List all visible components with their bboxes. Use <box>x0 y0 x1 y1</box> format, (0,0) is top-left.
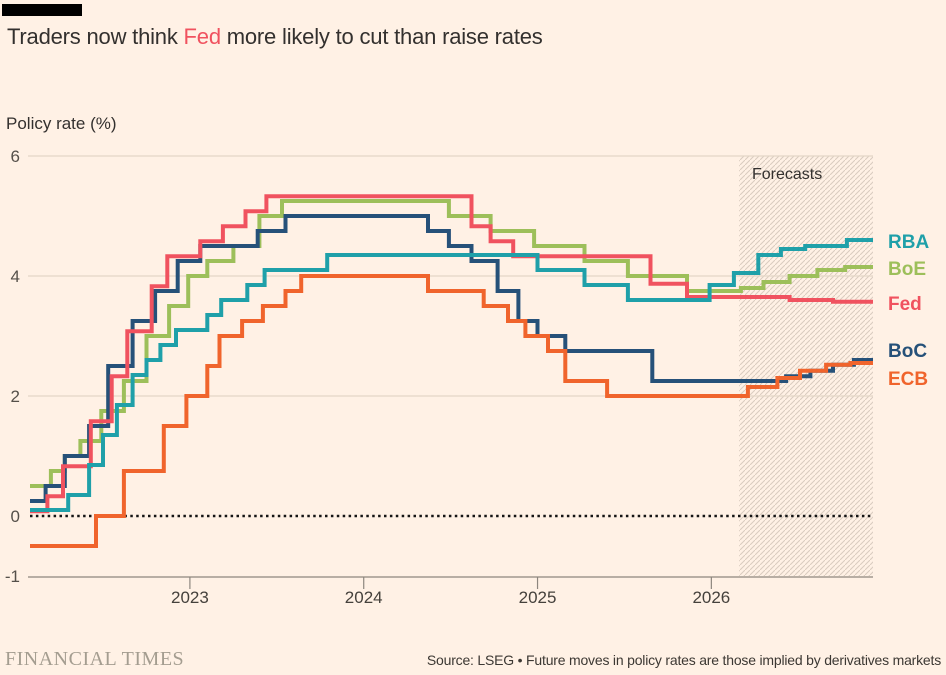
x-tick-label: 2024 <box>345 588 383 607</box>
series-line-ecb <box>30 274 873 548</box>
x-tick-label: 2025 <box>519 588 557 607</box>
y-tick-label: -1 <box>5 567 20 586</box>
chart-title: Traders now think Fed more likely to cut… <box>7 24 543 50</box>
x-tick-label: 2023 <box>171 588 209 607</box>
x-tick-label: 2026 <box>692 588 730 607</box>
series-line-fed <box>30 194 873 514</box>
y-tick-label: 0 <box>11 507 20 526</box>
title-prefix: Traders now think <box>7 24 184 49</box>
series-label-boc: BoC <box>888 341 927 362</box>
title-fed-highlight: Fed <box>183 24 222 49</box>
forecast-region-label: Forecasts <box>752 166 822 183</box>
title-suffix: more likely to cut than raise rates <box>220 24 543 49</box>
y-tick-label: 2 <box>11 387 20 406</box>
series-line-rba <box>30 238 873 512</box>
series-label-boe: BoE <box>888 259 926 280</box>
series-line-boe <box>30 199 873 488</box>
ft-logo: FINANCIAL TIMES <box>5 648 185 670</box>
top-accent-bar <box>2 4 82 16</box>
series-label-ecb: ECB <box>888 369 928 390</box>
chart-generated-layer: 2023 2024 2025 2026 6 4 2 0 -1 RBA BoE Fed BoC ECB <box>5 147 930 607</box>
series-label-rba: RBA <box>888 232 929 253</box>
footer: FINANCIAL TIMES Source: LSEG • Future mo… <box>5 648 941 672</box>
source-note: Source: LSEG • Future moves in policy ra… <box>426 652 941 668</box>
y-tick-label: 4 <box>11 267 20 286</box>
y-tick-label: 6 <box>11 147 20 166</box>
series-label-fed: Fed <box>888 294 922 315</box>
y-axis-title: Policy rate (%) <box>6 114 117 133</box>
